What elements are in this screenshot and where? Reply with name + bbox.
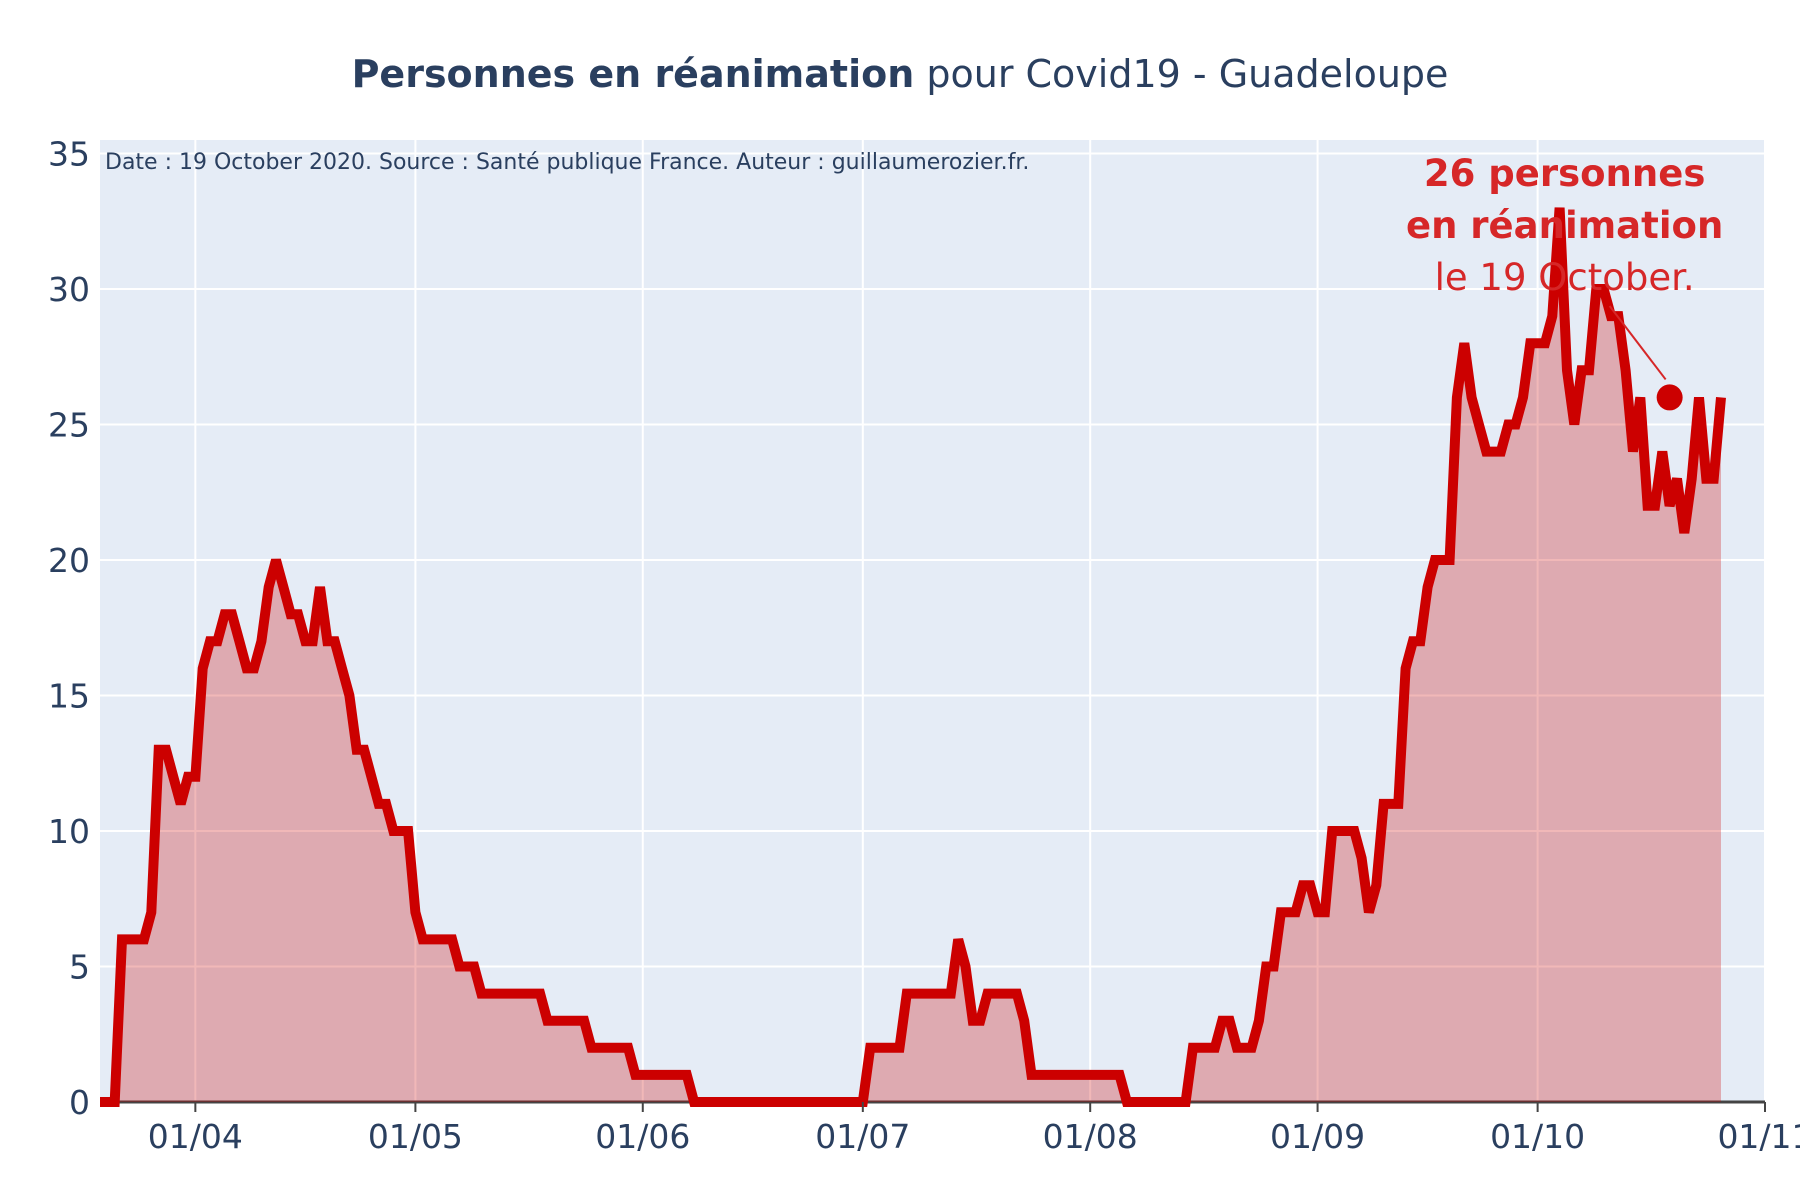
- x-tick-label: 01/09: [1270, 1117, 1365, 1156]
- y-tick-label: 20: [48, 541, 90, 580]
- annotation-line-1: 26 personnes: [1424, 152, 1705, 195]
- y-tick-label: 30: [48, 270, 90, 309]
- gridlines: [100, 140, 1766, 1104]
- chart-title-bold: Personnes en réanimation: [352, 52, 915, 96]
- annotation-arrow: [1608, 305, 1667, 381]
- data-area: [100, 207, 1726, 1107]
- x-tick-label: 01/10: [1490, 1117, 1585, 1156]
- x-tick-label: 01/08: [1043, 1117, 1138, 1156]
- last-value-marker: [1656, 384, 1683, 411]
- x-tick-label: 01/04: [148, 1117, 243, 1156]
- x-tick-label: 01/11: [1717, 1117, 1800, 1156]
- x-tick-label: 01/05: [368, 1117, 463, 1156]
- y-tick-label: 15: [48, 677, 90, 716]
- annotation: 26 personnes en réanimation le 19 Octobe…: [1406, 152, 1723, 411]
- y-tick-label: 35: [48, 135, 90, 174]
- x-tick-label: 01/06: [595, 1117, 690, 1156]
- annotation-line-2: en réanimation: [1406, 204, 1723, 247]
- x-axis-ticks: 01/04 01/05 01/06 01/07 01/08 01/09 01/10 01/11: [148, 1102, 1800, 1156]
- source-note: Date : 19 October 2020. Source : Santé p…: [105, 150, 1029, 175]
- annotation-line-3: le 19 October.: [1435, 256, 1695, 299]
- chart-title-rest: pour Covid19 - Guadeloupe: [914, 52, 1448, 96]
- chart-title: Personnes en réanimation pour Covid19 - …: [352, 52, 1449, 96]
- y-tick-label: 10: [48, 812, 90, 851]
- plot-background: [100, 140, 1765, 1102]
- y-axis-ticks: 0 5 10 15 20 25 30 35: [48, 135, 90, 1122]
- y-tick-label: 5: [69, 948, 90, 987]
- y-tick-label: 25: [48, 406, 90, 445]
- y-tick-label: 0: [69, 1083, 90, 1122]
- series-line: [100, 207, 1726, 1107]
- x-tick-label: 01/07: [815, 1117, 910, 1156]
